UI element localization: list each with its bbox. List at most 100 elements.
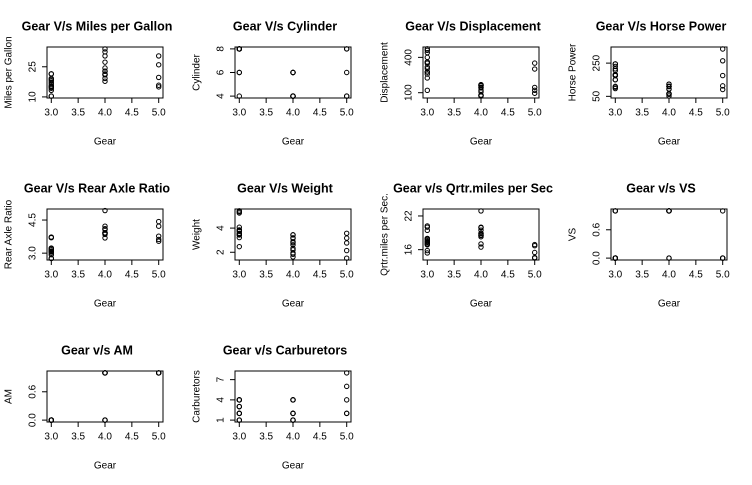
plot-frame [610,208,728,261]
x-tick-label: 3.0 [232,270,246,281]
point [424,64,430,70]
point [102,59,108,65]
point [48,245,54,251]
point [290,410,296,417]
y-tick-label: 4 [216,397,227,403]
x-tick-label: 3.0 [44,432,58,443]
point [666,81,672,87]
point [478,244,484,250]
chart-title: Gear V/s Cylinder [233,19,337,33]
x-tick-label: 5.0 [340,270,354,281]
plot-frame [46,208,164,261]
y-tick-label: 400 [404,49,415,66]
point [612,63,618,70]
point [236,410,242,417]
point [236,417,242,423]
x-tick-label: 3.5 [259,108,273,119]
point [424,71,430,77]
point [532,254,538,261]
point [156,62,162,68]
point [344,247,350,254]
y-tick-label: 6 [216,69,227,75]
point [424,247,430,254]
x-tick-label: 3.0 [44,108,58,119]
point [236,397,242,403]
x-tick-label: 4.0 [286,270,300,281]
point [424,65,430,72]
point [478,87,484,93]
point [424,87,430,94]
y-tick-label: 25 [28,61,39,73]
x-axis-label: Gear [470,299,493,310]
x-tick-label: 3.5 [71,270,85,281]
y-axis-label: Qrtr.miles per Sec. [380,193,391,276]
point [344,410,350,417]
point [478,92,484,98]
x-tick-label: 5.0 [716,108,730,119]
point [344,240,350,246]
chart-title: Gear V/s Horse Power [596,19,727,33]
point [532,90,538,96]
x-tick-label: 4.5 [125,432,139,443]
point [612,255,618,261]
point [102,78,108,84]
point [290,93,296,99]
x-tick-label: 4.0 [662,108,676,119]
point [48,250,54,256]
point [156,223,162,229]
point [48,248,54,255]
chart-title: Gear v/s Carburetors [223,343,347,357]
x-tick-label: 3.0 [232,108,246,119]
y-tick-label: 16 [404,244,415,256]
y-axis-label: Weight [192,219,203,250]
x-tick-label: 5.0 [152,432,166,443]
x-tick-label: 4.0 [474,270,488,281]
y-axis-label: Cylinder [192,53,203,90]
y-tick-label: 0.6 [28,384,39,398]
point [48,87,54,93]
x-axis-label: Gear [94,461,117,472]
point [102,223,108,229]
y-tick-label: 0.0 [28,413,39,427]
x-tick-label: 4.5 [313,108,327,119]
plot-frame [46,370,164,423]
point [156,218,162,225]
point [424,75,430,81]
point [236,403,242,410]
point [156,233,162,239]
point [344,370,350,376]
chart-title: Gear V/s Weight [237,181,333,195]
point [48,81,54,87]
x-tick-label: 5.0 [528,270,542,281]
point [156,238,162,244]
x-tick-label: 4.5 [313,432,327,443]
x-tick-label: 4.0 [286,108,300,119]
point [532,87,538,94]
x-tick-label: 4.5 [501,108,515,119]
y-tick-label: 2 [216,249,227,255]
x-tick-label: 5.0 [528,108,542,119]
point [102,65,108,71]
point [478,208,484,214]
y-axis-label: Horse Power [568,43,579,101]
x-tick-label: 3.5 [259,432,273,443]
point [156,74,162,81]
point [612,61,618,67]
point [102,235,108,241]
x-tick-label: 5.0 [152,270,166,281]
x-tick-label: 5.0 [340,108,354,119]
point [478,82,484,88]
y-tick-label: 250 [592,54,603,71]
x-tick-label: 3.0 [608,270,622,281]
point [478,232,484,238]
x-axis-label: Gear [282,299,305,310]
x-axis-label: Gear [282,137,305,148]
x-tick-label: 4.0 [98,108,112,119]
point [290,69,296,76]
point [48,93,54,99]
point [344,235,350,241]
point [720,83,726,89]
y-tick-label: 10 [28,91,39,103]
point [424,241,430,247]
